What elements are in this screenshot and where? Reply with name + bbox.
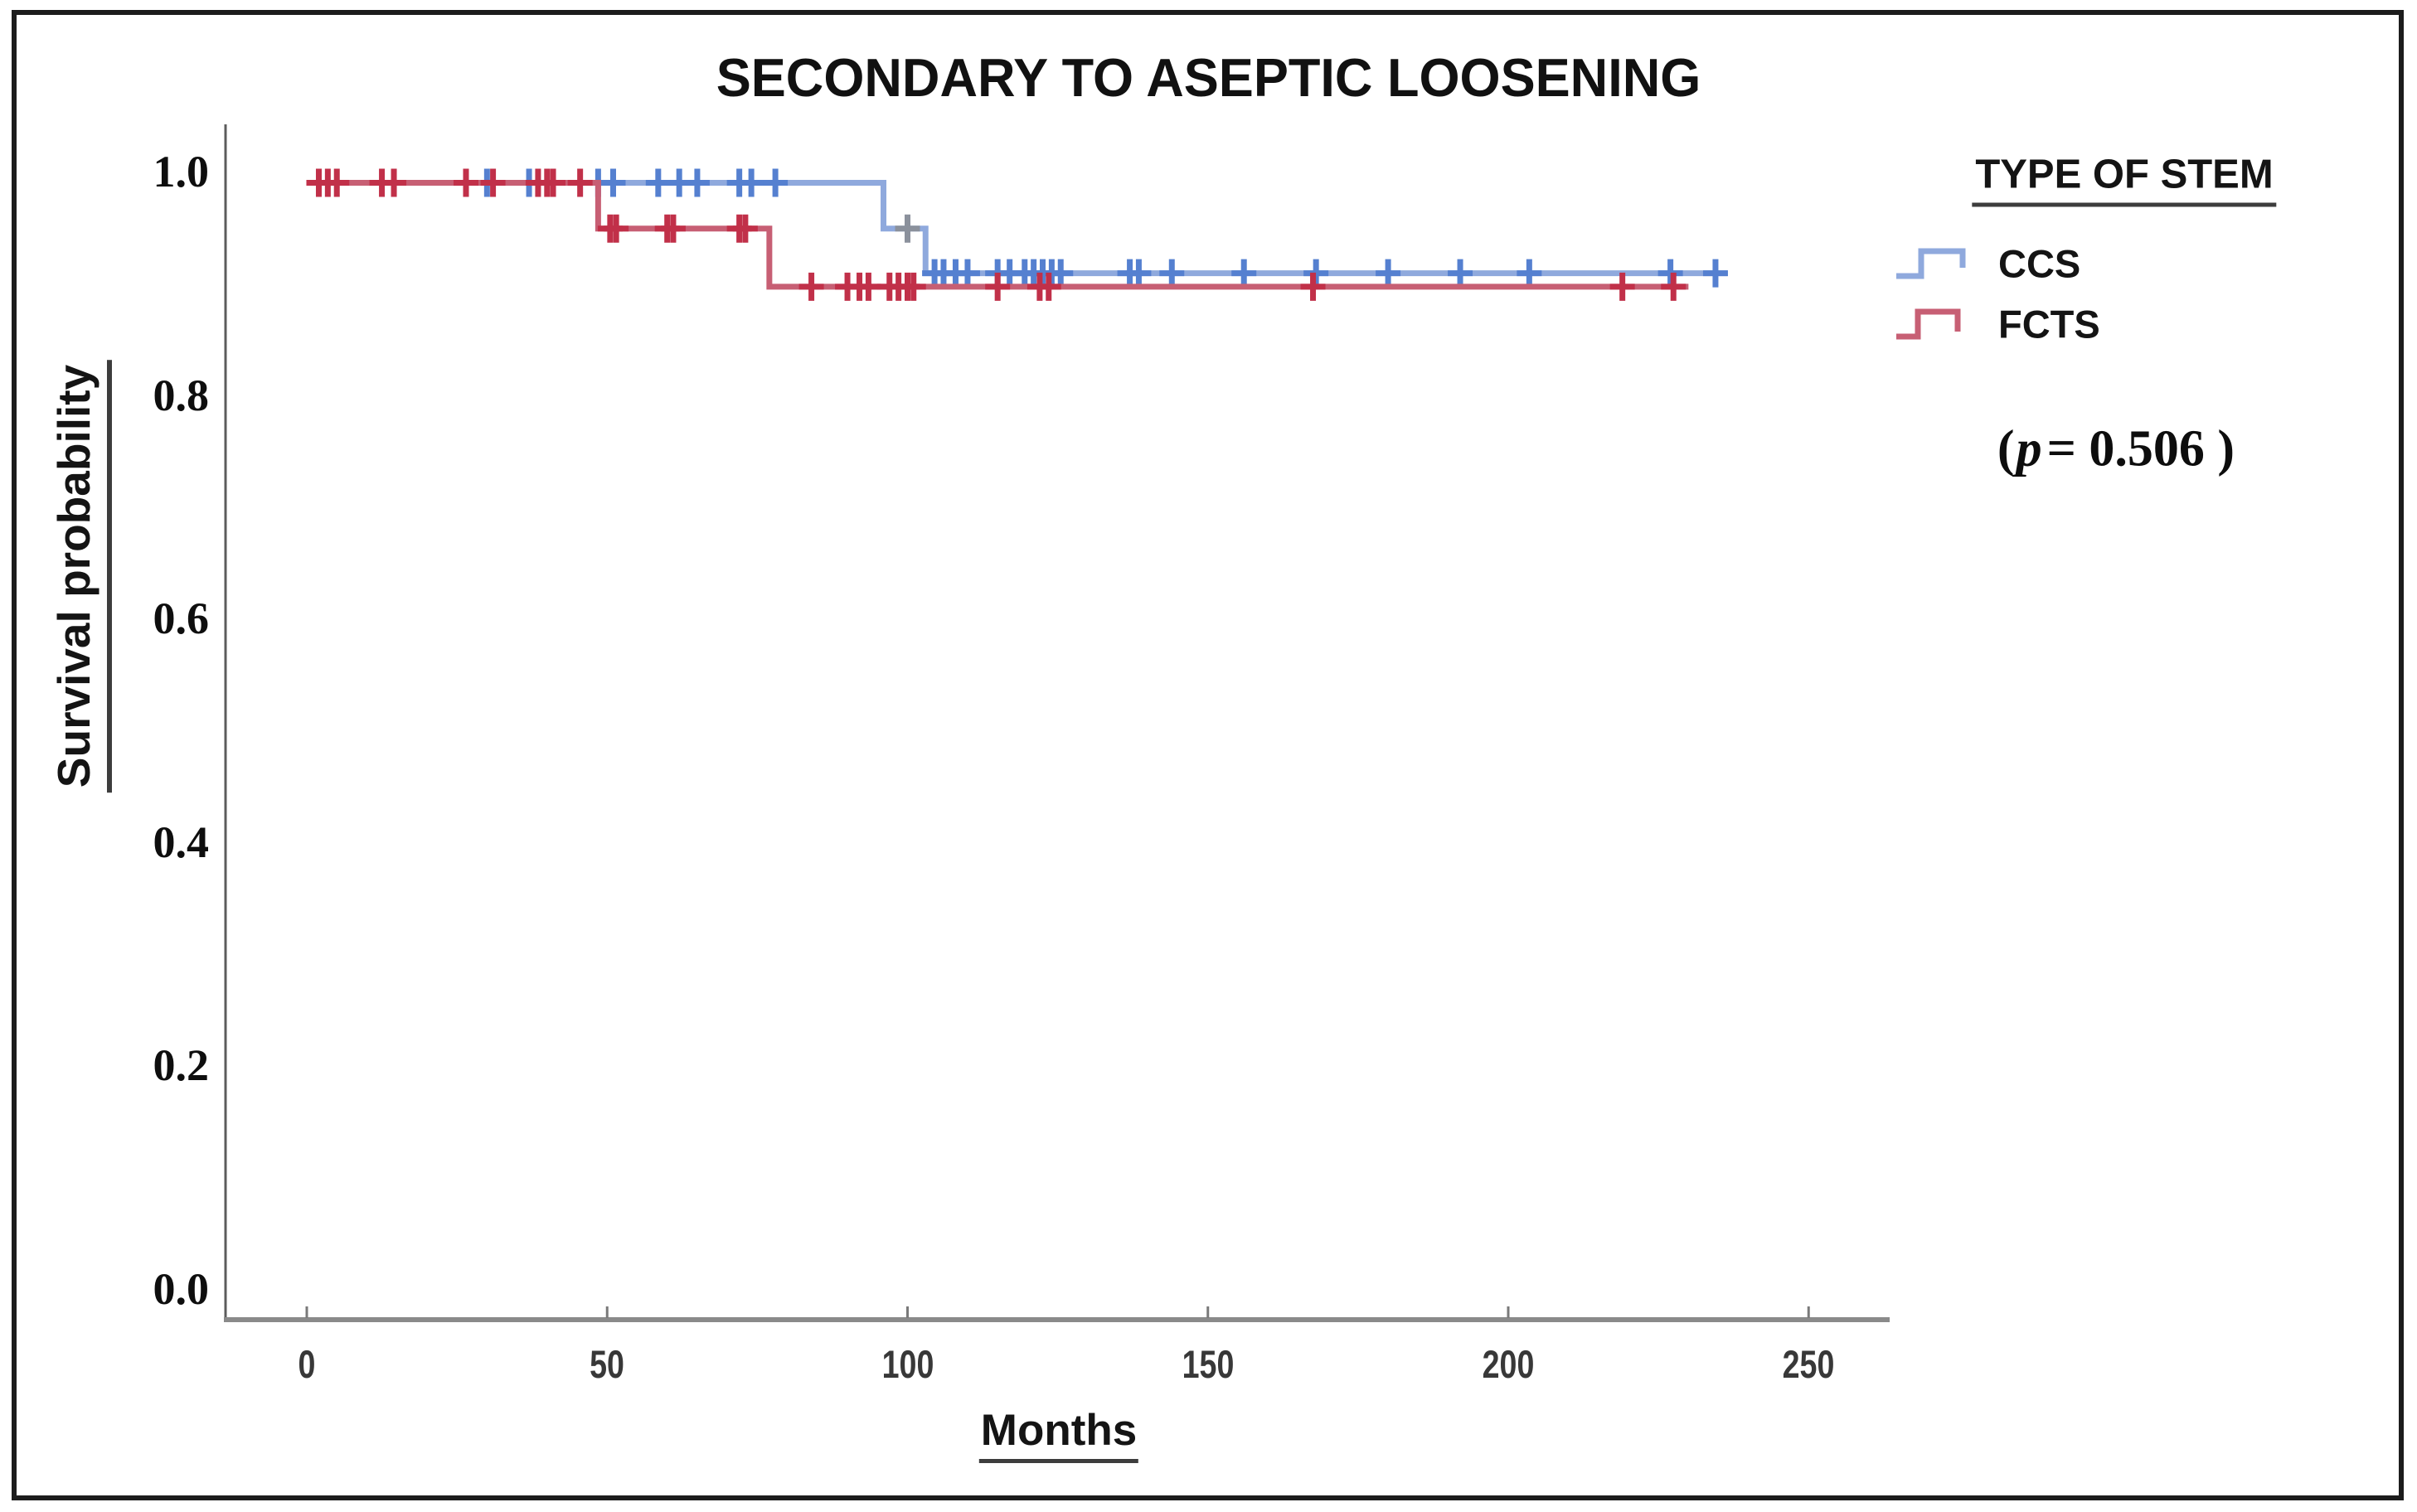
chart-title: SECONDARY TO ASEPTIC LOOSENING bbox=[716, 47, 1701, 108]
p-annotation-variable: p bbox=[2016, 420, 2042, 477]
x-tick-label: 150 bbox=[1182, 1342, 1235, 1386]
censor-mark-fcts bbox=[604, 214, 629, 243]
y-tick-label: 1.0 bbox=[153, 147, 210, 196]
x-tick-label: 100 bbox=[881, 1342, 934, 1386]
censor-mark-fcts bbox=[480, 168, 506, 197]
censor-mark-ccs bbox=[1448, 259, 1473, 288]
y-tick-label: 0.8 bbox=[153, 370, 210, 420]
censor-mark-ccs bbox=[739, 168, 764, 197]
censor-mark-ccs bbox=[645, 168, 671, 197]
censor-mark-fcts bbox=[1609, 272, 1635, 301]
censor-mark-ccs bbox=[1048, 259, 1074, 288]
censor-mark-ccs bbox=[1702, 259, 1728, 288]
figure-border bbox=[12, 10, 2404, 1500]
x-axis-title: Months bbox=[978, 1405, 1139, 1463]
censor-mark-fcts bbox=[324, 168, 350, 197]
censor-mark-fcts bbox=[1036, 272, 1061, 301]
censor-mark-ccs bbox=[954, 259, 980, 288]
legend-label-ccs: CCS bbox=[1998, 241, 2081, 286]
y-tick-label: 0.4 bbox=[153, 817, 210, 867]
x-tick-label: 50 bbox=[590, 1342, 625, 1386]
legend-glyph-fcts-step-icon bbox=[1896, 308, 1961, 340]
censor-mark-ccs bbox=[600, 168, 626, 197]
censor-mark-fcts bbox=[1300, 272, 1326, 301]
censor-mark-ccs bbox=[684, 168, 710, 197]
censor-mark-ccs bbox=[895, 214, 920, 243]
legend-label-fcts: FCTS bbox=[1998, 302, 2100, 346]
censor-mark-ccs bbox=[1126, 259, 1152, 288]
censor-mark-ccs bbox=[763, 168, 789, 197]
censor-mark-fcts bbox=[900, 272, 926, 301]
y-tick-label: 0.0 bbox=[153, 1264, 210, 1314]
censor-mark-ccs bbox=[1231, 259, 1257, 288]
x-tick-label: 200 bbox=[1482, 1342, 1535, 1386]
censor-mark-fcts bbox=[453, 168, 478, 197]
p-annotation-value: = 0.506 ) bbox=[2046, 420, 2235, 477]
censor-mark-fcts bbox=[798, 272, 824, 301]
p-annotation-open: ( bbox=[1997, 420, 2015, 477]
censor-mark-fcts bbox=[985, 272, 1011, 301]
censor-mark-ccs bbox=[1376, 259, 1401, 288]
censor-mark-ccs bbox=[1303, 259, 1329, 288]
censor-mark-fcts bbox=[732, 214, 758, 243]
censor-mark-ccs bbox=[1657, 259, 1683, 288]
censor-mark-fcts bbox=[567, 168, 593, 197]
censor-mark-fcts bbox=[1661, 272, 1687, 301]
x-tick-label: 250 bbox=[1782, 1342, 1835, 1386]
censor-mark-fcts bbox=[541, 168, 566, 197]
censor-mark-ccs bbox=[1517, 259, 1542, 288]
x-tick-label: 0 bbox=[298, 1342, 316, 1386]
y-tick-label: 0.2 bbox=[153, 1040, 210, 1091]
legend-glyph-ccs-step-icon bbox=[1896, 248, 1966, 279]
legend-title: TYPE OF STEM bbox=[1972, 152, 2277, 207]
y-tick-label: 0.6 bbox=[153, 594, 210, 644]
p-value-annotation: (p= 0.506 ) bbox=[1997, 420, 2235, 479]
censor-mark-fcts bbox=[856, 272, 881, 301]
censor-mark-fcts bbox=[660, 214, 686, 243]
censor-mark-ccs bbox=[1159, 259, 1185, 288]
censor-mark-fcts bbox=[381, 168, 407, 197]
y-axis-title: Survival probability bbox=[47, 359, 112, 793]
